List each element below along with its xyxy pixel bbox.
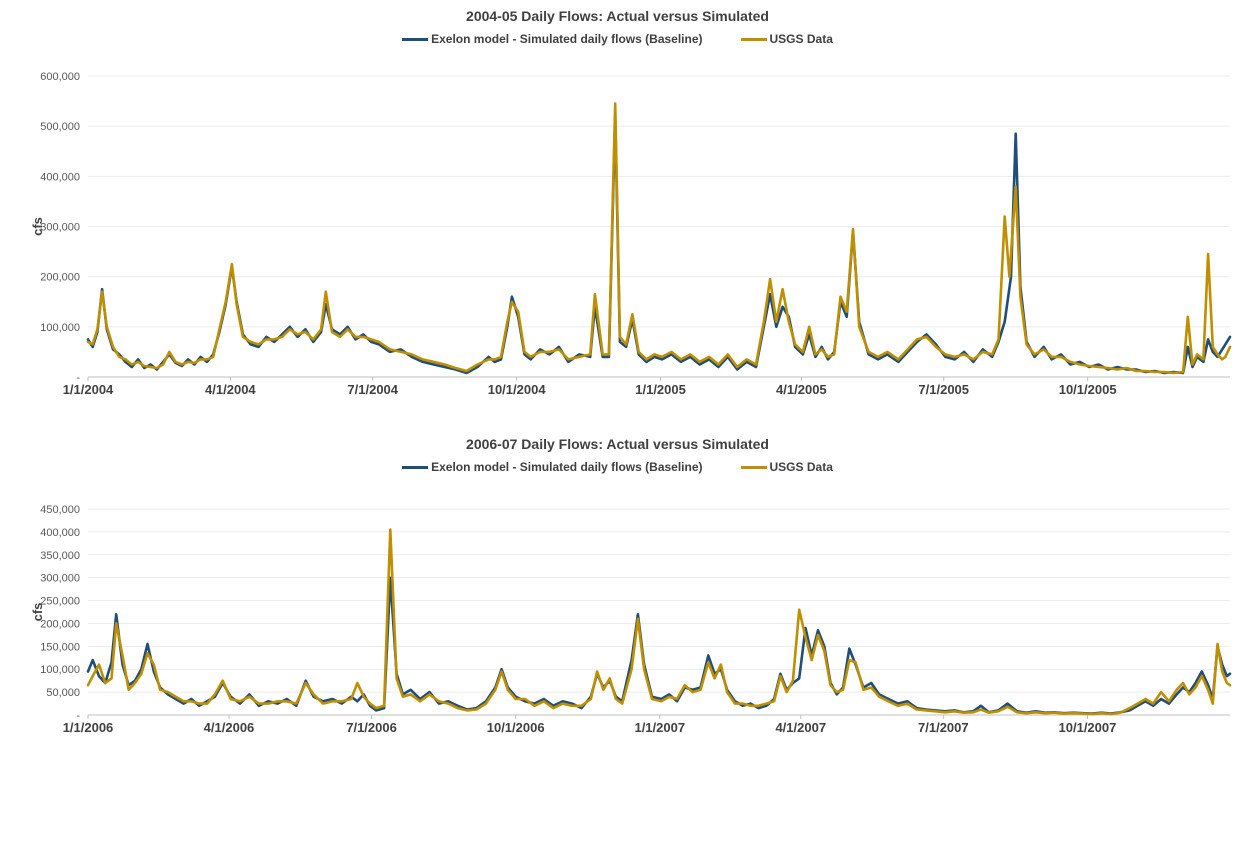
chart-2004-05: 2004-05 Daily Flows: Actual versus Simul… (0, 8, 1235, 397)
y-tick-label: 500,000 (40, 121, 80, 133)
x-tick-label: 4/1/2005 (776, 382, 827, 397)
y-tick-label: 400,000 (40, 171, 80, 183)
legend-label-usgs: USGS Data (769, 460, 833, 474)
legend-label-usgs: USGS Data (769, 32, 833, 46)
y-tick-label: 600,000 (40, 71, 80, 83)
legend-swatch-usgs (740, 465, 767, 469)
y-tick-label: 200,000 (40, 272, 80, 284)
series-line-usgs (86, 528, 1232, 716)
y-tick-label: 450,000 (40, 504, 80, 516)
y-tick-label: 400,000 (40, 527, 80, 539)
x-tick-label: 1/1/2007 (634, 720, 685, 735)
x-tick-label: 7/1/2005 (918, 382, 969, 397)
y-tick-label: - (76, 372, 80, 384)
plot-area: - 100,000 200,000 300,000 400,000 500,000 600,… (30, 71, 1232, 397)
x-tick-label: 4/1/2007 (775, 720, 826, 735)
x-tick-label: 1/1/2004 (63, 382, 114, 397)
y-tick-label: 300,000 (40, 573, 80, 585)
y-tick-label: 100,000 (40, 322, 80, 334)
x-tick-label: 4/1/2004 (205, 382, 256, 397)
series-line-usgs (86, 102, 1232, 375)
plot-area: - 50,000 100,000 150,000 200,000 250,000 300,0… (30, 504, 1232, 735)
x-tick-label: 7/1/2006 (346, 720, 397, 735)
chart-title: 2004-05 Daily Flows: Actual versus Simul… (466, 8, 769, 24)
x-tick-label: 10/1/2004 (488, 382, 547, 397)
chart-title: 2006-07 Daily Flows: Actual versus Simul… (466, 436, 769, 452)
legend-swatch-usgs (740, 37, 767, 41)
y-axis-title: cfs (30, 217, 45, 236)
y-tick-label: 250,000 (40, 596, 80, 608)
y-tick-label: 150,000 (40, 641, 80, 653)
legend-item-usgs: USGS Data (740, 32, 833, 46)
legend-item-usgs: USGS Data (740, 460, 833, 474)
y-tick-label: 50,000 (46, 687, 80, 699)
legend-item-simulated: Exelon model - Simulated daily flows (Ba… (402, 460, 703, 474)
legend-item-simulated: Exelon model - Simulated daily flows (Ba… (402, 32, 703, 46)
legend-swatch-simulated (402, 37, 429, 41)
y-tick-label: - (76, 710, 80, 722)
chart-2006-07: 2006-07 Daily Flows: Actual versus Simul… (0, 428, 1235, 849)
x-tick-label: 4/1/2006 (204, 720, 255, 735)
x-tick-label: 7/1/2004 (347, 382, 398, 397)
series-line-simulated (86, 576, 1232, 715)
y-tick-label: 350,000 (40, 550, 80, 562)
legend-label-simulated: Exelon model - Simulated daily flows (Ba… (431, 32, 703, 46)
legend-label-simulated: Exelon model - Simulated daily flows (Ba… (431, 460, 703, 474)
chart-legend: Exelon model - Simulated daily flows (Ba… (0, 32, 1235, 46)
x-tick-label: 10/1/2006 (487, 720, 545, 735)
y-tick-label: 100,000 (40, 664, 80, 676)
x-tick-label: 7/1/2007 (918, 720, 969, 735)
y-axis-title: cfs (30, 603, 45, 622)
legend-swatch-simulated (402, 465, 429, 469)
chart-legend: Exelon model - Simulated daily flows (Ba… (0, 460, 1235, 474)
y-tick-label: 300,000 (40, 222, 80, 234)
x-tick-label: 10/1/2007 (1059, 720, 1117, 735)
x-tick-label: 1/1/2006 (63, 720, 114, 735)
y-tick-label: 200,000 (40, 618, 80, 630)
series-line-simulated (86, 114, 1232, 375)
x-tick-label: 1/1/2005 (635, 382, 686, 397)
x-tick-label: 10/1/2005 (1059, 382, 1117, 397)
